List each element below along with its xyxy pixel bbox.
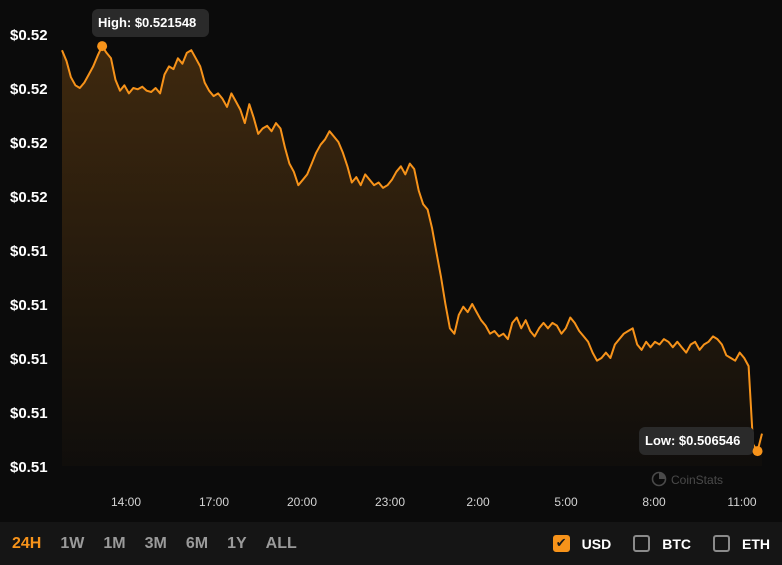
price-line[interactable] — [61, 45, 763, 453]
high-tooltip-box — [92, 9, 209, 37]
watermark: CoinStats — [651, 471, 723, 487]
tab-all[interactable]: ALL — [265, 534, 297, 552]
x-axis: 14:00 17:00 20:00 23:00 2:00 5:00 8:00 11:00 — [111, 495, 757, 509]
currency-toggle-btc[interactable]: BTC — [633, 535, 691, 552]
price-chart[interactable]: $0.52 $0.52 $0.52 $0.52 $0.51 $0.51 $0.51 $0.51… — [0, 0, 782, 522]
y-tick-label: $0.51 — [10, 405, 48, 422]
x-tick-label: 11:00 — [727, 495, 756, 509]
x-tick-label: 17:00 — [199, 495, 229, 509]
tab-24h[interactable]: 24H — [12, 534, 42, 552]
tab-3m[interactable]: 3M — [144, 534, 167, 552]
y-tick-label: $0.51 — [10, 351, 48, 368]
tab-6m[interactable]: 6M — [185, 534, 209, 552]
x-tick-label: 23:00 — [375, 495, 405, 509]
y-tick-label: $0.51 — [10, 243, 48, 260]
y-tick-label: $0.52 — [10, 135, 48, 152]
currency-toggles: ✔ USD BTC ETH — [552, 535, 770, 552]
checkbox[interactable] — [633, 535, 651, 552]
low-point — [752, 446, 763, 457]
checkbox[interactable]: ✔ — [552, 535, 570, 552]
currency-label: USD — [581, 535, 612, 552]
x-tick-label: 20:00 — [287, 495, 317, 509]
low-marker: Low: $0.506546 — [639, 427, 763, 457]
currency-label: BTC — [662, 535, 691, 552]
y-tick-label: $0.52 — [10, 189, 48, 206]
checkmark-icon: ✔ — [555, 536, 567, 551]
price-area-fill — [62, 46, 762, 466]
currency-label: ETH — [742, 535, 770, 552]
high-marker: High: $0.521548 — [92, 9, 209, 52]
y-tick-label: $0.52 — [10, 27, 48, 44]
chart-svg[interactable]: $0.52 $0.52 $0.52 $0.52 $0.51 $0.51 $0.51 $0.51… — [0, 0, 782, 522]
tab-1w[interactable]: 1W — [60, 534, 85, 552]
y-tick-label: $0.52 — [10, 81, 48, 98]
high-tooltip-text: High: $0.521548 — [98, 15, 196, 30]
y-tick-label: $0.51 — [10, 297, 48, 314]
x-tick-label: 8:00 — [642, 495, 666, 509]
tab-1y[interactable]: 1Y — [227, 534, 247, 552]
currency-toggle-usd[interactable]: ✔ USD — [552, 535, 612, 552]
chart-controls: 24H 1W 1M 3M 6M 1Y ALL ✔ USD BTC ETH — [0, 522, 782, 565]
x-tick-label: 14:00 — [111, 495, 141, 509]
checkbox[interactable] — [713, 535, 730, 552]
watermark-text: CoinStats — [671, 473, 723, 487]
y-axis: $0.52 $0.52 $0.52 $0.52 $0.51 $0.51 $0.51 $0.51… — [10, 27, 48, 476]
currency-toggle-eth[interactable]: ETH — [713, 535, 770, 552]
low-tooltip-text: Low: $0.506546 — [645, 433, 740, 448]
high-point — [97, 41, 108, 52]
x-tick-label: 2:00 — [466, 495, 490, 509]
tab-1m[interactable]: 1M — [103, 534, 126, 552]
pie-chart-icon — [651, 471, 667, 487]
low-tooltip-box — [639, 427, 754, 455]
y-tick-label: $0.51 — [10, 459, 48, 476]
range-tabs: 24H 1W 1M 3M 6M 1Y ALL — [12, 535, 316, 553]
x-tick-label: 5:00 — [554, 495, 578, 509]
